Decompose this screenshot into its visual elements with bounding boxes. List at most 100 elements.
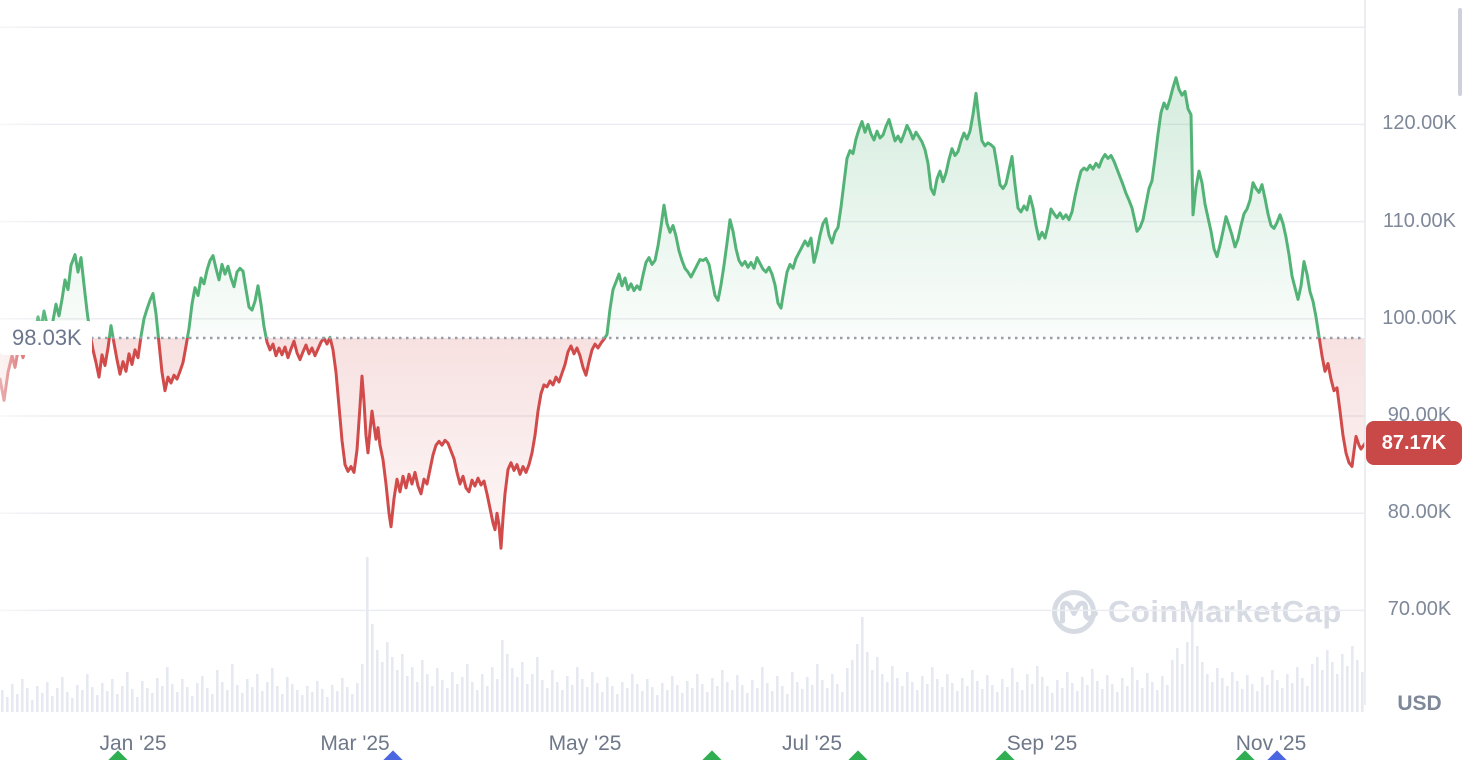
volume-bar (1266, 685, 1269, 712)
volume-bar (606, 677, 609, 712)
volume-bar (1306, 686, 1309, 712)
volume-bar (726, 682, 729, 712)
volume-bar (796, 682, 799, 712)
volume-bar (226, 690, 229, 712)
event-marker-green-icon[interactable] (107, 750, 129, 760)
volume-bar (16, 694, 19, 712)
volume-bar (516, 677, 519, 712)
volume-bar (711, 678, 714, 712)
volume-bar (1226, 686, 1229, 712)
volume-bar (886, 682, 889, 712)
volume-bar (346, 687, 349, 712)
volume-bar (1231, 672, 1234, 712)
volume-bar (526, 684, 529, 712)
volume-bar (1016, 682, 1019, 712)
volume-bar (171, 684, 174, 712)
volume-bar (1126, 686, 1129, 712)
volume-bar (791, 672, 794, 712)
volume-bar (966, 686, 969, 712)
volume-bar (911, 682, 914, 712)
coinmarketcap-watermark: CoinMarketCap (1050, 588, 1342, 636)
volume-bar (426, 674, 429, 712)
volume-bar (1031, 684, 1034, 712)
volume-bar (366, 557, 369, 712)
volume-bar (686, 681, 689, 712)
volume-bar (701, 684, 704, 712)
volume-bar (1146, 673, 1149, 712)
volume-bar (746, 693, 749, 712)
volume-bar (541, 680, 544, 712)
volume-bar (106, 691, 109, 712)
volume-bar (1211, 682, 1214, 712)
volume-bar (241, 693, 244, 712)
volume-bar (406, 676, 409, 712)
volume-bar (96, 695, 99, 712)
volume-bar (466, 664, 469, 712)
volume-bar (46, 682, 49, 712)
volume-bar (476, 690, 479, 712)
volume-bar (266, 682, 269, 712)
event-marker-green-icon[interactable] (847, 750, 869, 760)
event-marker-green-icon[interactable] (1234, 750, 1256, 760)
volume-bar (336, 691, 339, 712)
volume-bar (1086, 685, 1089, 712)
volume-bar (1011, 668, 1014, 712)
volume-bar (121, 686, 124, 712)
volume-bar (1336, 674, 1339, 712)
event-marker-blue-icon[interactable] (382, 750, 404, 760)
volume-bar (936, 679, 939, 712)
volume-bar (306, 686, 309, 712)
volume-bar (256, 674, 259, 712)
volume-bar (696, 674, 699, 712)
volume-bar (1166, 685, 1169, 712)
volume-bar (1351, 646, 1354, 712)
volume-bar (356, 683, 359, 712)
volume-bar (401, 654, 404, 712)
volume-bar (1041, 677, 1044, 712)
volume-bar (956, 691, 959, 712)
volume-bar (926, 684, 929, 712)
volume-bar (591, 672, 594, 712)
volume-bar (806, 677, 809, 712)
volume-bar (581, 679, 584, 712)
volume-bar (1021, 690, 1024, 712)
volume-bar (221, 682, 224, 712)
event-marker-blue-icon[interactable] (1266, 750, 1288, 760)
volume-bar (721, 670, 724, 712)
volume-bar (661, 683, 664, 712)
volume-bar (1006, 687, 1009, 712)
volume-bar (1341, 654, 1344, 712)
volume-bar (101, 683, 104, 712)
event-marker-green-icon[interactable] (994, 750, 1016, 760)
volume-bar (51, 696, 54, 712)
volume-bar (1286, 674, 1289, 712)
volume-bar (546, 688, 549, 712)
scrollbar[interactable] (1458, 8, 1462, 96)
price-line-up (32, 76, 1321, 338)
volume-bar (156, 678, 159, 712)
volume-bar (1251, 684, 1254, 712)
volume-bar (611, 686, 614, 712)
volume-bar (211, 694, 214, 712)
volume-bar (1321, 670, 1324, 712)
volume-bar (206, 688, 209, 712)
volume-bar (301, 695, 304, 712)
volume-bar (421, 660, 424, 712)
volume-bar (126, 672, 129, 712)
volume-bar (136, 697, 139, 712)
volume-bar (1196, 646, 1199, 712)
volume-bar (271, 668, 274, 712)
volume-bar (1091, 669, 1094, 712)
volume-bar (236, 685, 239, 712)
volume-bar (91, 687, 94, 712)
volume-bar (1346, 666, 1349, 712)
volume-bar (801, 689, 804, 712)
volume-bar (1131, 667, 1134, 712)
event-marker-green-icon[interactable] (701, 750, 723, 760)
volume-bar (586, 687, 589, 712)
volume-bar (196, 683, 199, 712)
volume-bar (396, 670, 399, 712)
coinmarketcap-logo-icon (1052, 590, 1098, 634)
volume-bar (901, 686, 904, 712)
